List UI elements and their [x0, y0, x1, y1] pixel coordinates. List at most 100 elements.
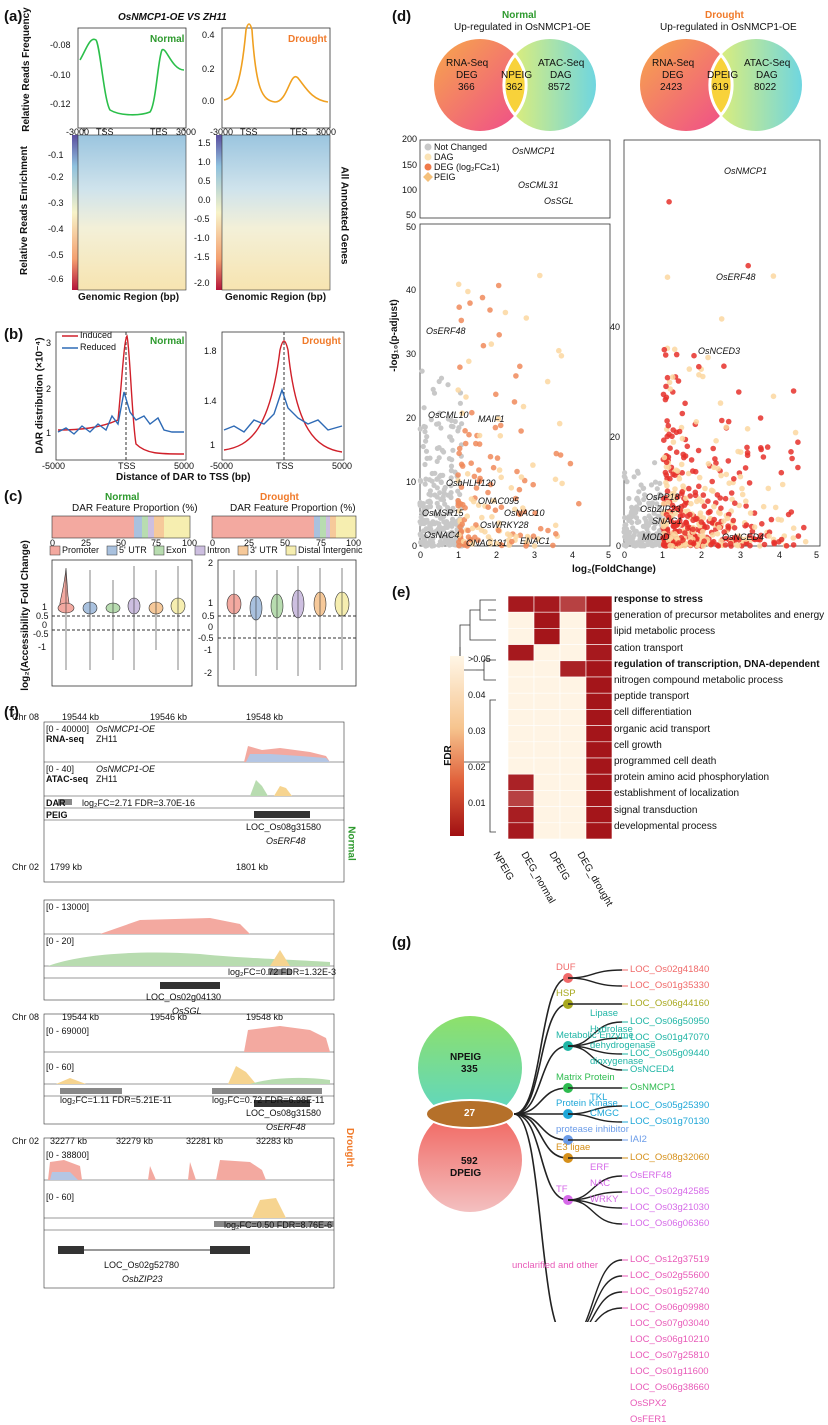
volcano-point-notchanged	[418, 539, 424, 545]
g-label: LOC_Os06g44160	[630, 998, 710, 1009]
volcano-point-deg	[679, 470, 685, 476]
panel-e-label: (e)	[392, 584, 411, 601]
volcano-point-notchanged	[430, 386, 436, 392]
tree-branch	[513, 1113, 569, 1201]
g-label: LOC_Os05g09440	[630, 1048, 710, 1059]
panel-b-xlabel: Distance of DAR to TSS (bp)	[116, 472, 251, 483]
volcano-point-deg	[498, 504, 505, 511]
g-label: LOC_Os12g37519	[630, 1254, 710, 1265]
d-n-ytick-1: 40	[406, 285, 417, 295]
volcano-point-notchanged	[429, 543, 435, 549]
volcano-point-deg	[731, 476, 737, 482]
volcano-point-deg	[695, 447, 702, 454]
heat-cell	[507, 725, 535, 743]
venn-n-mid-label: NPEIG	[501, 70, 533, 81]
f4-gene: OsbZIP23	[122, 1274, 163, 1284]
d-n-top-ytick-2: 100	[402, 185, 418, 195]
volcano-point-deg	[801, 524, 807, 531]
volcano-point-deg	[518, 474, 525, 480]
volcano-point-notchanged	[622, 470, 628, 476]
f2-atac-range: [0 - 20]	[46, 936, 75, 946]
volcano-point-notchanged	[437, 410, 443, 416]
d-n-xtick-4: 4	[570, 550, 576, 560]
e-term-label: nitrogen compound metabolic process	[614, 675, 783, 686]
volcano-point-deg	[704, 524, 710, 530]
panel-b-drought-label: Drought	[302, 336, 341, 347]
panel-c-ylabel: log₂(Accessibility Fold Change)	[19, 540, 31, 691]
volcano-point-deg	[473, 522, 479, 528]
f3-atac-range: [0 - 60]	[46, 1062, 75, 1072]
volcano-point-deg	[759, 521, 765, 527]
a-xlabel-drought: Genomic Region (bp)	[225, 292, 327, 303]
e-term-label: cation transport	[614, 642, 683, 654]
volcano-point-notchanged	[442, 501, 448, 507]
volcano-point-deg	[745, 262, 751, 269]
volcano-point-deg	[459, 410, 465, 417]
volcano-point-notchanged	[432, 530, 438, 537]
venn-n-left-value: 366	[458, 82, 475, 93]
volcano-point-notchanged	[422, 461, 428, 468]
heat-cell	[533, 709, 561, 726]
d-n-top-ytick-1: 150	[402, 160, 418, 170]
d-d-xtick-2: 2	[699, 550, 705, 560]
normal-reduced-line	[57, 391, 184, 435]
g-label: NAC	[590, 1178, 611, 1189]
volcano-point-deg	[513, 533, 519, 540]
heat-cell	[507, 660, 535, 678]
volcano-point-deg	[520, 403, 527, 410]
c-n-ytick-4: -1	[38, 642, 47, 652]
volcano-point-notchanged	[623, 529, 629, 535]
a-n-ytick-1: -0.10	[50, 70, 71, 80]
volcano-point-notchanged	[636, 506, 642, 512]
volcano-point-deg	[552, 476, 559, 483]
heat-cell	[585, 790, 613, 807]
volcano-point-notchanged	[445, 533, 451, 539]
volcano-point-notchanged	[427, 499, 433, 505]
volcano-point-deg	[705, 498, 711, 505]
a-nh-tick-0: -0.1	[48, 150, 64, 160]
volcano-point-notchanged	[434, 512, 440, 518]
volcano-point-deg	[477, 477, 483, 484]
volcano-point-deg	[553, 531, 559, 537]
volcano-point-notchanged	[634, 496, 640, 502]
panel-f-drought-label: Drought	[343, 1128, 355, 1167]
panel-d-volcano	[417, 139, 821, 549]
volcano-point-deg	[512, 506, 518, 513]
venn-n-left-label: DEG	[456, 70, 478, 81]
volcano-point-deg	[718, 505, 724, 512]
volcano-point-deg	[688, 457, 695, 463]
b-d-ytick-2: 1	[210, 440, 216, 450]
c-d-ytick-0: 2	[208, 558, 214, 568]
c-bar-tick-n3: 75	[151, 538, 162, 548]
volcano-point-deg	[490, 464, 497, 471]
volcano-point-notchanged	[423, 448, 430, 454]
d-d-gene-0: OsNMCP1	[724, 166, 768, 176]
volcano-point-deg	[660, 542, 667, 548]
a-d-ytick-1: 0.2	[202, 64, 215, 74]
f2-tick-1: 1801 kb	[236, 862, 269, 872]
volcano-point-deg	[709, 532, 716, 538]
e-term-label: cell differentiation	[614, 707, 692, 719]
volcano-point-deg	[683, 495, 689, 502]
heat-cell	[559, 595, 587, 613]
c-legend-5utr: 5' UTR	[119, 545, 147, 555]
volcano-point-deg	[696, 496, 703, 502]
panel-c-label: (c)	[4, 488, 23, 505]
g-label: OsFER1	[630, 1414, 667, 1425]
g-label: LOC_Os02g55600	[630, 1270, 710, 1281]
volcano-point-deg	[488, 341, 495, 347]
volcano-point-deg	[757, 537, 763, 543]
volcano-point-deg	[721, 529, 727, 535]
volcano-point-deg	[457, 364, 463, 370]
volcano-point-deg	[673, 449, 680, 456]
g-label: WRKY	[590, 1194, 619, 1205]
c-legend-promoter: Promoter	[62, 545, 100, 555]
volcano-point-deg	[530, 462, 536, 468]
volcano-point-deg	[673, 351, 680, 358]
volcano-point-notchanged	[438, 479, 444, 485]
volcano-point-notchanged	[626, 517, 632, 523]
volcano-point-notchanged	[449, 537, 455, 543]
volcano-point-deg	[770, 393, 777, 400]
panel-d-drought-label: Drought	[705, 10, 744, 21]
heat-cell	[559, 692, 587, 710]
